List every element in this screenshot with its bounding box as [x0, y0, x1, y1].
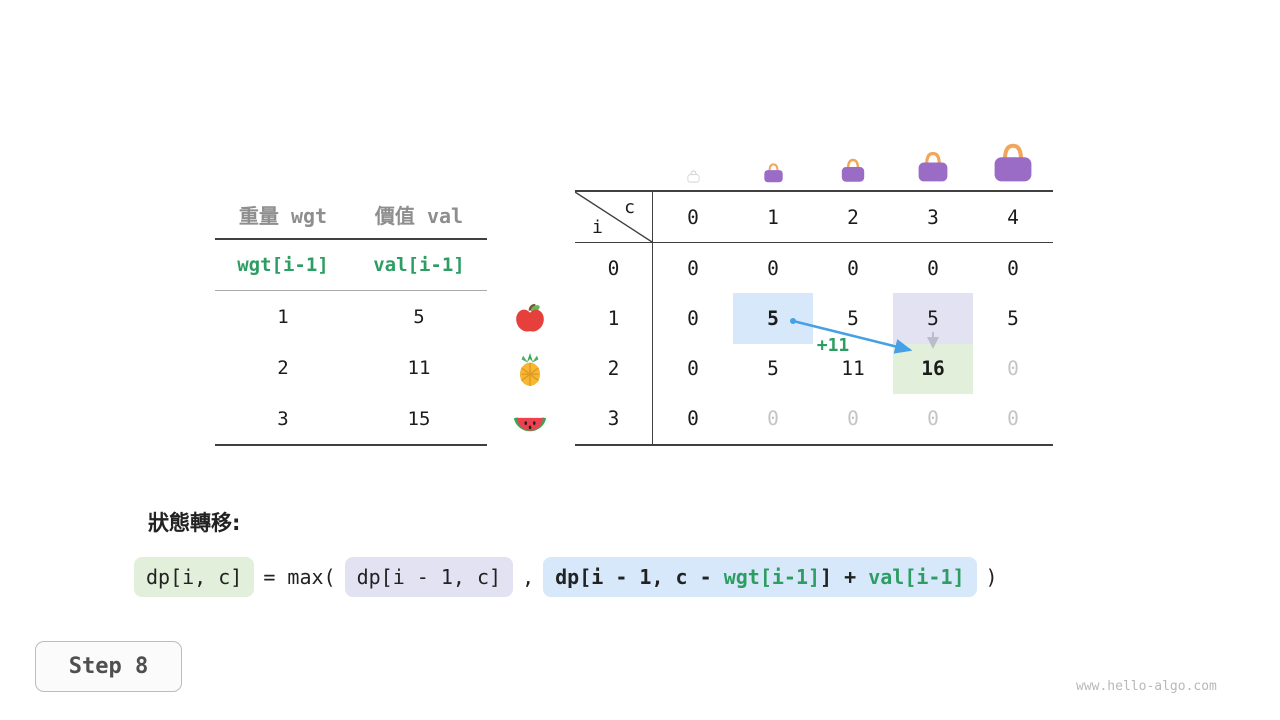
- dp-col-header: 0: [653, 192, 733, 243]
- item-row: 3 15: [215, 393, 487, 444]
- val-formula-label: val[i-1]: [373, 254, 465, 276]
- dp-cell: 5: [1007, 306, 1019, 330]
- items-formula-row: wgt[i-1] val[i-1]: [215, 240, 487, 290]
- dp-cell-source-highlight: 5: [733, 293, 813, 344]
- corner-row-var: i: [592, 217, 603, 238]
- dp-cell: 0: [767, 256, 779, 280]
- items-table: 重量 wgt 價值 val wgt[i-1] val[i-1] 1 5 2 11…: [215, 190, 487, 446]
- watermelon-icon: [513, 404, 547, 438]
- dp-row-header: 1: [575, 293, 653, 344]
- dp-cell: 0: [687, 256, 699, 280]
- formula-option-keep: dp[i - 1, c]: [344, 557, 514, 597]
- bag-large-icon: [915, 150, 951, 184]
- dp-cell: 5: [767, 357, 779, 381]
- formula-close-paren: ): [985, 565, 998, 589]
- dp-cell: 0: [927, 407, 939, 431]
- item-weight: 1: [277, 305, 289, 328]
- formula-equals-max: = max(: [263, 565, 336, 589]
- divider: [215, 444, 487, 446]
- wgt-formula-label: wgt[i-1]: [237, 254, 329, 276]
- items-table-header: 重量 wgt 價值 val: [215, 190, 487, 238]
- dp-col-header: 4: [973, 192, 1053, 243]
- value-column-header: 價值 val: [374, 203, 464, 228]
- watermark: www.hello-algo.com: [1076, 679, 1217, 694]
- item-value: 15: [407, 407, 431, 430]
- dp-col-header: 3: [893, 192, 973, 243]
- formula-take-val: val[i-1]: [868, 565, 965, 589]
- item-weight: 2: [277, 356, 289, 379]
- dp-cell: 0: [687, 306, 699, 330]
- dp-cell: 0: [687, 407, 699, 431]
- dp-cell-current-highlight: 16: [893, 343, 973, 394]
- item-weight: 3: [277, 407, 289, 430]
- formula-take-prefix: dp[i - 1, c -: [555, 565, 724, 589]
- dp-corner-cell: c i: [575, 192, 653, 243]
- bag-medium-icon: [839, 157, 867, 184]
- dp-cell: 0: [927, 256, 939, 280]
- dp-cell: 11: [841, 357, 865, 381]
- dp-cell: 0: [847, 256, 859, 280]
- dp-col-header: 2: [813, 192, 893, 243]
- item-row: 2 11: [215, 342, 487, 393]
- divider: [215, 238, 487, 240]
- dp-cell: 0: [767, 407, 779, 431]
- formula-option-take: dp[i - 1, c - wgt[i-1] ] + val[i-1]: [543, 557, 977, 597]
- bag-ghost-icon: [686, 169, 701, 184]
- transition-formula: dp[i, c] = max( dp[i - 1, c] , dp[i - 1,…: [134, 557, 998, 597]
- transition-label: 狀態轉移:: [148, 511, 241, 535]
- arrow-annotation: +11: [816, 335, 850, 356]
- dp-cell: 5: [847, 306, 859, 330]
- dp-row-header: 2: [575, 343, 653, 394]
- dp-table: c i 0 1 2 3 4 0 0 0 0 0 0 1 0 5 5 5 5 2 …: [575, 190, 1053, 446]
- dp-cell: 0: [1007, 357, 1019, 381]
- dp-cell: 0: [1007, 256, 1019, 280]
- pineapple-icon: [513, 353, 547, 387]
- dp-row-header: 0: [575, 243, 653, 294]
- formula-take-wgt: wgt[i-1]: [723, 565, 821, 589]
- step-badge: Step 8: [35, 641, 182, 692]
- dp-cell: 0: [1007, 407, 1019, 431]
- corner-col-var: c: [624, 197, 635, 218]
- dp-col-header: 1: [733, 192, 813, 243]
- divider: [215, 290, 487, 291]
- apple-icon: [513, 301, 547, 335]
- dp-row-header: 3: [575, 393, 653, 444]
- formula-comma: ,: [522, 565, 535, 589]
- bag-xlarge-icon: [990, 142, 1036, 184]
- formula-take-mid: ] +: [820, 565, 869, 589]
- item-value: 11: [407, 356, 431, 379]
- dp-cell-above-highlight: 5: [893, 293, 973, 344]
- formula-lhs: dp[i, c]: [134, 557, 255, 597]
- bag-small-icon: [762, 162, 785, 184]
- dp-cell: 0: [847, 407, 859, 431]
- item-value: 5: [413, 305, 425, 328]
- weight-column-header: 重量 wgt: [238, 203, 328, 228]
- dp-cell: 0: [687, 357, 699, 381]
- item-row: 1 5: [215, 291, 487, 342]
